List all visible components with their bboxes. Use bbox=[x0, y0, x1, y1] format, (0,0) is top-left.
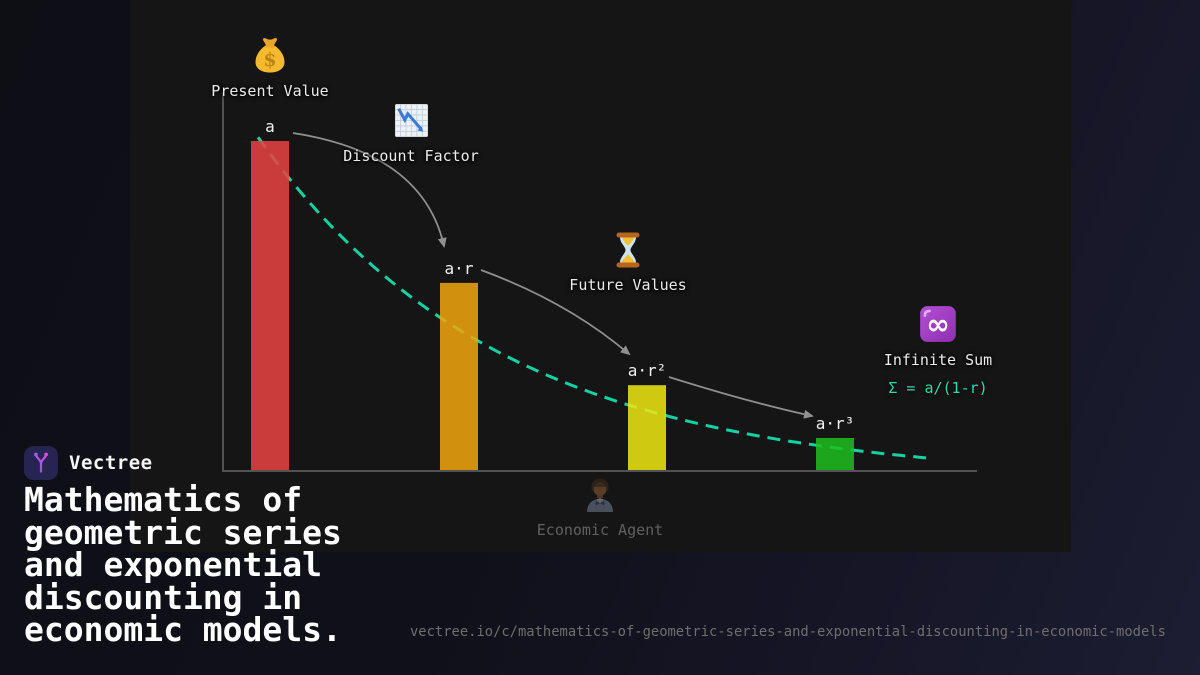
annotation-future-values: Future Values bbox=[538, 230, 718, 294]
bar-label-0: a bbox=[265, 117, 275, 136]
annotation-infinite-sum: ∞ Infinite Sum Σ = a/(1-r) bbox=[848, 303, 1028, 397]
office-worker-icon bbox=[510, 475, 690, 515]
annotation-label: Discount Factor bbox=[343, 147, 479, 165]
bar-label-2: a·r² bbox=[628, 361, 667, 380]
bar-label-1: a·r bbox=[445, 259, 474, 278]
svg-text:$: $ bbox=[263, 49, 276, 71]
vectree-logo-icon bbox=[24, 446, 58, 480]
bar-1 bbox=[440, 282, 478, 471]
chart-decreasing-icon bbox=[321, 100, 501, 141]
infinite-sum-formula: Σ = a/(1-r) bbox=[888, 379, 988, 397]
bar-2 bbox=[628, 385, 666, 471]
annotation-label: Future Values bbox=[569, 276, 687, 294]
bar-label-3: a·r³ bbox=[816, 414, 855, 433]
discount-curve bbox=[256, 136, 931, 460]
annotation-label: Infinite Sum bbox=[883, 351, 993, 369]
decay-arrow-0 bbox=[292, 132, 447, 248]
decay-arrow-1 bbox=[480, 269, 631, 356]
page-title: Mathematics of geometric series and expo… bbox=[24, 480, 342, 649]
footer-url: vectree.io/c/mathematics-of-geometric-se… bbox=[410, 624, 1166, 640]
bar-3 bbox=[816, 438, 854, 471]
annotation-economic-agent: Economic Agent bbox=[510, 475, 690, 539]
svg-text:∞: ∞ bbox=[926, 308, 950, 341]
annotation-present-value: $ Present Value bbox=[180, 36, 360, 100]
annotation-label: Present Value bbox=[211, 82, 329, 100]
hourglass-icon bbox=[538, 230, 718, 270]
brand: Vectree bbox=[24, 446, 153, 480]
bar-0 bbox=[251, 141, 289, 471]
axes bbox=[222, 92, 977, 472]
annotation-label: Economic Agent bbox=[536, 521, 664, 539]
money-bag-icon: $ bbox=[180, 36, 360, 76]
infinity-icon: ∞ bbox=[848, 303, 1028, 345]
decay-arrow-2 bbox=[668, 376, 814, 419]
brand-name: Vectree bbox=[69, 452, 153, 474]
annotation-discount-factor: Discount Factor bbox=[321, 100, 501, 165]
